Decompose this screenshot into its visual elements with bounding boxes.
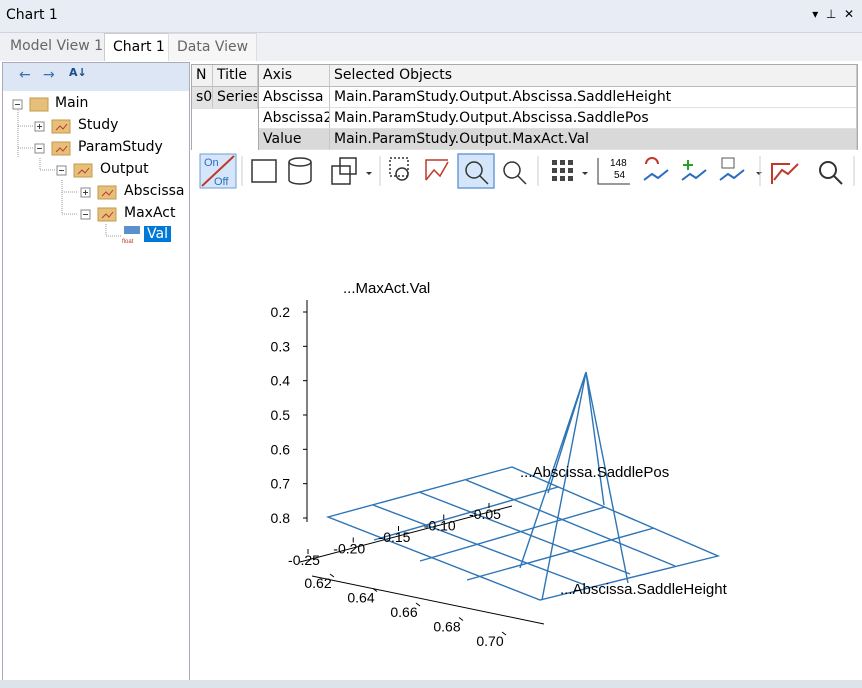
icon-text: 54 (614, 170, 626, 181)
cell[interactable]: Value (259, 129, 330, 150)
zoom-box-button[interactable] (389, 157, 409, 177)
cell[interactable]: Series (213, 87, 258, 109)
tree-node-selected[interactable]: Val (144, 226, 171, 242)
tick-mark (501, 631, 507, 636)
tick-label: 0.70 (476, 633, 503, 649)
forward-button[interactable]: → (43, 67, 55, 83)
cell[interactable]: Abscissa2 (259, 108, 330, 129)
toggle-off: Off (214, 176, 229, 188)
sort-button[interactable]: A↓ (69, 66, 87, 79)
tick-label: 0.62 (304, 575, 331, 591)
grid-button[interactable] (552, 160, 573, 181)
tick-label: 0.6 (271, 441, 291, 457)
tick-label: 0.3 (271, 338, 291, 354)
tick-label: -0.20 (333, 541, 365, 557)
tick-mark (329, 573, 335, 578)
x-axis (311, 575, 545, 625)
status-strip (0, 680, 862, 688)
labels-button[interactable]: 148 54 (597, 158, 630, 185)
tree-toolbar: ← → A↓ (3, 63, 189, 91)
back-button[interactable]: ← (19, 67, 31, 83)
header-cell: Title (213, 65, 258, 87)
cell[interactable]: Main.ParamStudy.Output.Abscissa.SaddlePo… (330, 108, 857, 129)
tab[interactable]: Model View 1 (10, 38, 104, 54)
header-cell: Selected Objects (330, 65, 857, 87)
cell[interactable]: s0 (192, 87, 213, 109)
tree-lines: float (12, 97, 140, 245)
tick-label: 0.8 (271, 510, 291, 526)
x-axis-title: ...Abscissa.SaddleHeight (560, 581, 728, 598)
cell[interactable]: Main.ParamStudy.Output.Abscissa.SaddleHe… (330, 87, 857, 108)
tick-label: -0.25 (288, 552, 320, 568)
cell[interactable]: Abscissa (259, 87, 330, 108)
tick-label: 0.5 (271, 407, 291, 423)
tick-label: 0.68 (433, 619, 460, 635)
tick-label: 0.2 (271, 304, 291, 320)
chart-toolbar: On Off 148 54 (190, 150, 862, 192)
tab-strip: Model View 1 Chart 1 Data View (0, 33, 862, 61)
tick-mark (372, 588, 378, 592)
cell[interactable]: Main.ParamStudy.Output.MaxAct.Val (330, 129, 857, 150)
z-axis-title: ...MaxAct.Val (343, 280, 430, 297)
title-bar: Chart 1 ▾ ⊥ ✕ (0, 0, 862, 33)
tick-label: 0.4 (271, 373, 291, 389)
axis-table: Axis Selected Objects Abscissa Main.Para… (258, 64, 858, 152)
toggle-button[interactable]: On Off (199, 153, 237, 189)
tree-node[interactable]: Main (55, 95, 89, 111)
pan-button[interactable] (425, 159, 449, 181)
toggle-on: On (204, 157, 219, 169)
series-table: N Title s0 Series (191, 64, 259, 152)
tick-mark (415, 602, 421, 607)
export-button[interactable] (331, 165, 351, 185)
surface-mesh (325, 371, 721, 601)
tick-label: -0.15 (379, 529, 411, 545)
y-axis (299, 505, 513, 563)
header-cell: N (192, 65, 213, 87)
tick-label: -0.05 (469, 506, 501, 522)
tree-node[interactable]: Study (78, 117, 119, 133)
y-axis-title: ...Abscissa.SaddlePos (520, 464, 669, 481)
zoom-button[interactable] (503, 161, 521, 179)
tree-node[interactable]: Abscissa (124, 183, 185, 199)
icon-text: 148 (610, 158, 627, 169)
tree-panel: ← → A↓ (2, 62, 190, 682)
window-buttons[interactable]: ▾ ⊥ ✕ (812, 7, 854, 21)
tick-mark (458, 617, 464, 621)
tree-node[interactable]: ParamStudy (78, 139, 163, 155)
table-button[interactable] (251, 159, 277, 183)
tree-node[interactable]: Output (100, 161, 149, 177)
rotate-button[interactable] (457, 153, 495, 189)
tick-label: 0.66 (390, 604, 417, 620)
tick-label: -0.10 (424, 518, 456, 534)
tab[interactable]: Data View (168, 33, 258, 61)
header-cell: Axis (259, 65, 330, 87)
tab-active[interactable]: Chart 1 (104, 33, 174, 61)
icon-text: float (122, 239, 134, 245)
tick-label: 0.64 (347, 590, 374, 606)
tree-node[interactable]: MaxAct (124, 205, 176, 221)
window-title: Chart 1 (6, 7, 58, 23)
tick-label: 0.7 (271, 476, 291, 492)
